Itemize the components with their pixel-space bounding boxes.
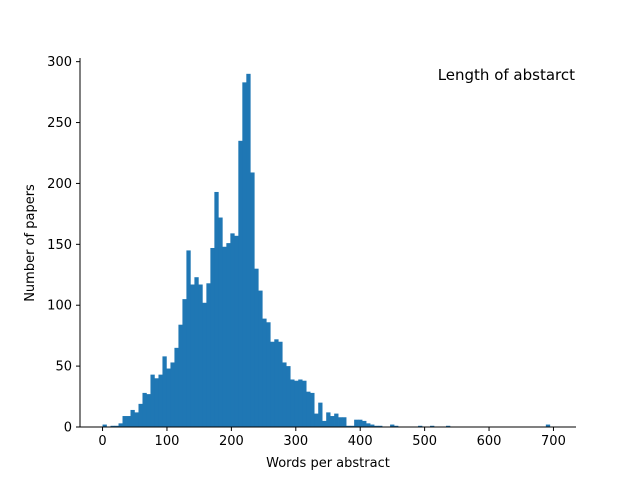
histogram-bar [446, 425, 451, 427]
histogram-bar [110, 425, 115, 427]
y-tick-label: 300 [47, 55, 72, 70]
histogram-bar [378, 425, 383, 427]
histogram-bar [154, 378, 159, 427]
histogram-bar [190, 284, 195, 427]
histogram-bar [230, 233, 235, 427]
histogram-bar [282, 362, 287, 427]
histogram-bar [142, 392, 147, 427]
histogram-bar [186, 250, 191, 427]
histogram-bar [350, 425, 355, 427]
histogram-bar [278, 341, 283, 427]
histogram-bar [226, 243, 231, 427]
histogram-bar [334, 413, 339, 427]
histogram-bar [206, 283, 211, 427]
x-tick-label: 300 [283, 434, 308, 449]
histogram-bar [346, 425, 351, 427]
histogram-bar [250, 172, 255, 427]
histogram-bar [130, 409, 135, 427]
histogram-bar [150, 374, 155, 427]
histogram-bar [222, 246, 227, 427]
histogram-bar [294, 380, 299, 427]
histogram-bar [158, 374, 163, 427]
histogram-bar [330, 416, 335, 427]
histogram-bar [162, 356, 167, 427]
histogram-bar [302, 380, 307, 427]
histogram-bar [298, 379, 303, 427]
histogram-bar [138, 403, 143, 427]
histogram-bar [318, 402, 323, 427]
histogram-bar [262, 318, 267, 427]
histogram-bar [242, 82, 247, 428]
histogram-bar [234, 235, 239, 427]
x-tick-label: 600 [477, 434, 502, 449]
chart-title: Length of abstarct [438, 66, 575, 84]
histogram-bar [246, 73, 251, 427]
histogram-bar [362, 420, 367, 427]
histogram-bar [266, 322, 271, 427]
x-tick-label: 0 [98, 434, 106, 449]
histogram-bar [134, 412, 139, 427]
histogram-bar [314, 413, 319, 427]
histogram-bar [545, 424, 551, 427]
y-tick-label: 0 [64, 421, 72, 436]
histogram-bar [306, 391, 311, 427]
histogram-bar [290, 379, 295, 427]
y-axis-ticks: 0 50 100 150 200 250 300 [47, 55, 80, 436]
histogram-bars [102, 73, 551, 428]
histogram-bar [102, 424, 107, 427]
y-tick-label: 150 [47, 238, 72, 253]
histogram-bar [182, 299, 187, 427]
histogram-bar [418, 425, 423, 427]
histogram-bar [354, 419, 359, 427]
x-tick-label: 100 [155, 434, 180, 449]
histogram-bar [366, 423, 371, 427]
histogram-bar [178, 324, 183, 427]
histogram-bar [194, 277, 199, 427]
x-tick-label: 400 [348, 434, 373, 449]
histogram-bar [274, 339, 279, 427]
histogram-bar [342, 417, 347, 427]
histogram-bar [338, 417, 343, 427]
histogram-bar [114, 425, 119, 427]
histogram-bar [286, 366, 291, 427]
histogram-bar [214, 191, 219, 427]
x-tick-label: 700 [541, 434, 566, 449]
histogram-bar [370, 424, 375, 427]
histogram-bar [394, 425, 399, 427]
histogram-bar [122, 416, 127, 427]
histogram-bar [170, 362, 175, 427]
y-tick-label: 50 [55, 360, 72, 375]
histogram-bar [218, 217, 223, 427]
histogram-bar [210, 247, 215, 427]
histogram-bar [430, 425, 435, 427]
y-tick-label: 250 [47, 116, 72, 131]
histogram-bar [254, 268, 259, 427]
y-tick-label: 200 [47, 177, 72, 192]
histogram-bar [270, 341, 275, 427]
x-axis-label: Words per abstract [266, 456, 390, 471]
y-tick-label: 100 [47, 299, 72, 314]
histogram-bar [374, 425, 379, 427]
histogram-bar [126, 416, 131, 427]
x-axis-ticks: 0 100 200 300 400 500 600 700 [98, 427, 566, 449]
x-tick-label: 500 [412, 434, 437, 449]
histogram-bar [202, 302, 207, 427]
histogram-bar [322, 420, 327, 427]
histogram-bar [310, 392, 315, 427]
histogram-bar [238, 140, 243, 427]
histogram-bar [174, 347, 179, 427]
histogram-bar [326, 412, 331, 427]
x-tick-label: 200 [219, 434, 244, 449]
histogram-bar [358, 419, 363, 427]
histogram-bar [390, 424, 395, 427]
histogram-bar [258, 290, 263, 427]
histogram-bar [198, 284, 203, 427]
histogram-bar [118, 423, 123, 427]
histogram-bar [166, 368, 171, 427]
y-axis-label: Number of papers [23, 184, 38, 302]
histogram-bar [146, 394, 151, 427]
